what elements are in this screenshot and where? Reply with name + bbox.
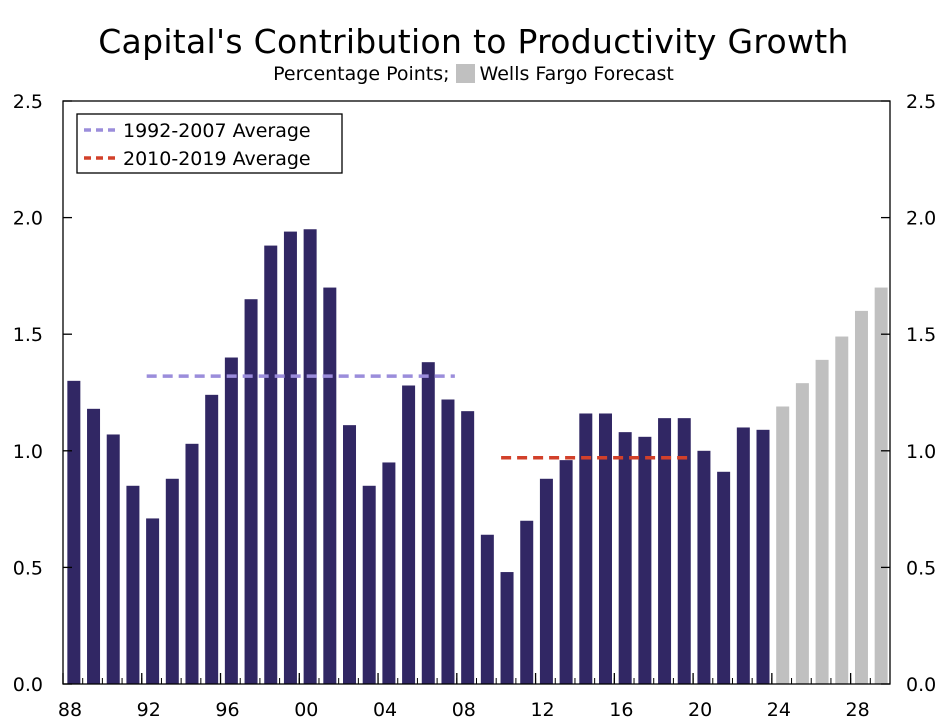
bar-2011 <box>520 520 534 684</box>
y-tick-label-left: 0.5 <box>13 557 43 579</box>
bar-2013 <box>559 460 573 684</box>
bar-2012 <box>539 478 553 684</box>
y-tick-label-left: 0.0 <box>13 674 43 696</box>
x-tick-label: 28 <box>846 699 870 721</box>
bar-2007 <box>441 399 455 684</box>
subtitle-units: Percentage Points; <box>273 63 450 85</box>
bar-2015 <box>598 413 612 684</box>
bar-2014 <box>579 413 593 684</box>
bar-2022 <box>736 427 750 684</box>
subtitle-forecast-label: Wells Fargo Forecast <box>479 63 674 85</box>
bar-2006 <box>421 362 435 684</box>
bar-2010 <box>500 572 514 684</box>
forecast-swatch <box>455 64 475 83</box>
bar-2023 <box>756 429 770 684</box>
bar-1998 <box>264 245 278 684</box>
bar-2027 <box>835 336 849 684</box>
x-tick-label: 92 <box>137 699 161 721</box>
bar-2028 <box>854 310 868 684</box>
bar-1995 <box>205 394 219 684</box>
bar-2003 <box>362 485 376 684</box>
legend-label-2: 2010-2019 Average <box>123 148 311 170</box>
x-tick-label: 24 <box>767 699 791 721</box>
bar-2026 <box>815 359 829 684</box>
x-tick-label: 12 <box>530 699 554 721</box>
bar-2016 <box>618 432 632 684</box>
bar-2002 <box>343 425 357 684</box>
y-tick-label-left: 2.5 <box>13 91 43 113</box>
y-tick-label-right: 1.0 <box>906 441 936 463</box>
y-tick-label-right: 0.5 <box>906 557 936 579</box>
bar-2021 <box>717 471 731 684</box>
bar-1996 <box>224 357 238 684</box>
x-tick-label: 88 <box>58 699 82 721</box>
y-tick-label-left: 2.0 <box>13 208 43 230</box>
bar-2000 <box>303 229 317 684</box>
y-tick-label-left: 1.5 <box>13 324 43 346</box>
legend-label-1: 1992-2007 Average <box>123 120 311 142</box>
bar-1990 <box>106 434 120 684</box>
bar-1988 <box>67 380 81 684</box>
bar-2009 <box>480 534 494 684</box>
bar-1999 <box>283 231 297 684</box>
bar-2019 <box>677 418 691 684</box>
bar-2020 <box>697 450 711 684</box>
y-tick-label-right: 2.5 <box>906 91 936 113</box>
bar-2024 <box>776 406 790 684</box>
x-tick-label: 04 <box>373 699 397 721</box>
bar-2017 <box>638 436 652 684</box>
y-tick-label-right: 2.0 <box>906 208 936 230</box>
bar-2029 <box>874 287 888 684</box>
bar-1992 <box>146 518 160 684</box>
bar-1994 <box>185 443 199 684</box>
bar-2025 <box>795 383 809 684</box>
bar-2018 <box>658 418 672 684</box>
x-tick-label: 16 <box>609 699 633 721</box>
y-tick-label-right: 1.5 <box>906 324 936 346</box>
bar-1997 <box>244 299 258 684</box>
legend-box <box>76 113 343 174</box>
bar-2004 <box>382 462 396 684</box>
bar-2008 <box>461 411 475 684</box>
x-tick-label: 08 <box>452 699 476 721</box>
bar-2001 <box>323 287 337 684</box>
y-tick-label-left: 1.0 <box>13 441 43 463</box>
chart-title: Capital's Contribution to Productivity G… <box>98 22 849 61</box>
bar-2005 <box>402 385 416 684</box>
bar-1993 <box>165 478 179 684</box>
x-tick-label: 20 <box>688 699 712 721</box>
x-tick-label: 96 <box>215 699 239 721</box>
bar-1989 <box>87 408 101 684</box>
x-tick-label: 00 <box>294 699 318 721</box>
chart-subtitle: Percentage Points; Wells Fargo Forecast <box>0 63 947 85</box>
bar-1991 <box>126 485 140 684</box>
y-tick-label-right: 0.0 <box>906 674 936 696</box>
